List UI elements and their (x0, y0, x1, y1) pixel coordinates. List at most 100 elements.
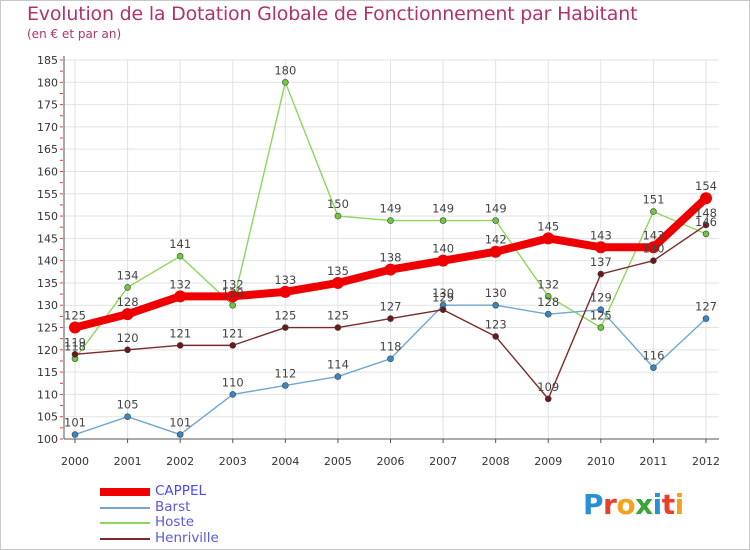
point-hoste-2007 (439, 217, 447, 224)
data-label-barst-2012: 127 (695, 300, 717, 314)
y-tick-label: 180 (37, 76, 58, 89)
y-tick-label: 150 (37, 210, 58, 223)
point-hoste-2010 (597, 324, 605, 331)
data-label-henriville-2000: 119 (64, 335, 86, 349)
point-cappel-2001 (121, 308, 134, 321)
data-label-henriville-2006: 127 (380, 300, 402, 314)
legend-swatch (100, 522, 150, 524)
y-tick-label: 175 (37, 99, 58, 112)
data-label-henriville-2003: 121 (222, 326, 244, 340)
data-label-barst-2010: 129 (590, 291, 612, 305)
y-tick-label: 120 (37, 344, 58, 357)
point-cappel-2011 (647, 241, 660, 254)
data-label-hoste-2000: 118 (64, 340, 86, 354)
data-label-barst-2000: 101 (64, 416, 86, 430)
data-label-cappel-2003: 132 (222, 277, 244, 291)
data-label-hoste-2006: 149 (380, 202, 402, 216)
point-cappel-2004 (279, 285, 292, 298)
data-label-barst-2002: 101 (169, 416, 191, 430)
point-barst-2003 (229, 391, 237, 398)
point-henriville-2010 (597, 270, 605, 278)
chart-subtitle: (en € et par an) (27, 27, 122, 41)
data-label-henriville-2011: 140 (642, 242, 664, 256)
point-barst-2012 (702, 315, 710, 322)
x-tick-label: 2008 (482, 455, 510, 468)
logo-letter: i (674, 488, 685, 521)
point-cappel-2007 (437, 254, 450, 267)
point-hoste-2011 (650, 208, 657, 215)
legend-item-cappel: CAPPEL (100, 484, 300, 500)
point-henriville-2007 (439, 306, 447, 313)
data-label-barst-2003: 110 (222, 375, 244, 389)
logo-letter: i (652, 488, 663, 521)
point-hoste-2012 (702, 230, 710, 238)
point-cappel-2008 (489, 245, 502, 258)
point-henriville-2002 (176, 342, 184, 349)
y-tick-label: 140 (37, 255, 58, 268)
point-henriville-2000 (71, 350, 79, 358)
x-tick-label: 2006 (377, 455, 405, 468)
data-label-henriville-2009: 109 (537, 380, 559, 394)
logo-letter: P (583, 488, 604, 521)
x-tick-label: 2010 (587, 455, 615, 468)
point-henriville-2011 (650, 257, 657, 264)
y-tick-label: 135 (37, 277, 58, 290)
legend-item-barst: Barst (100, 498, 300, 516)
y-tick-label: 105 (37, 411, 58, 424)
point-hoste-2008 (492, 217, 499, 224)
series-group (69, 78, 712, 438)
y-tick-label: 185 (37, 54, 58, 67)
data-label-barst-2008: 130 (485, 286, 507, 300)
point-barst-2010 (597, 306, 605, 313)
point-hoste-2002 (176, 252, 184, 260)
data-label-barst-2007: 130 (432, 286, 454, 300)
data-label-henriville-2002: 121 (169, 326, 191, 340)
axes: 100 105 110 115 120 125 130 135 140 145 150 155 160 1… (37, 54, 720, 468)
point-cappel-2012 (700, 192, 712, 205)
x-tick-label: 2007 (429, 455, 457, 468)
legend-label: Barst (155, 498, 191, 515)
point-henriville-2004 (282, 324, 289, 331)
data-label-cappel-2011: 143 (642, 228, 664, 242)
x-tick-label: 2004 (271, 455, 299, 468)
proxiti-logo: Proxiti (583, 488, 684, 521)
point-hoste-2003 (229, 301, 237, 309)
data-label-hoste-2011: 151 (642, 193, 664, 207)
data-label-hoste-2005: 150 (327, 197, 349, 211)
logo-letter: o (616, 488, 636, 521)
legend-label: CAPPEL (155, 483, 206, 499)
point-barst-2006 (387, 355, 394, 363)
point-cappel-2009 (542, 232, 555, 245)
logo-letter: r (603, 488, 617, 521)
data-label-hoste-2010: 125 (590, 309, 612, 323)
y-tick-label: 115 (37, 366, 58, 379)
data-label-cappel-2005: 135 (327, 264, 349, 278)
data-label-cappel-2012: 154 (695, 179, 717, 193)
data-label-henriville-2008: 123 (485, 317, 507, 331)
data-label-hoste-2003: 130 (222, 286, 244, 300)
logo-letter: x (635, 488, 653, 521)
x-tick-label: 2009 (534, 455, 562, 468)
data-label-barst-2005: 114 (327, 358, 349, 372)
data-label-barst-2011: 116 (642, 349, 664, 363)
data-label-cappel-2010: 143 (590, 228, 612, 242)
point-cappel-2000 (69, 321, 81, 334)
point-hoste-2005 (334, 212, 342, 220)
data-label-cappel-2001: 128 (117, 295, 139, 309)
point-henriville-2008 (492, 333, 499, 340)
point-hoste-2009 (544, 293, 552, 300)
point-barst-2004 (282, 382, 289, 389)
point-henriville-2009 (544, 395, 552, 403)
point-barst-2009 (544, 310, 552, 318)
logo-letter: t (661, 488, 675, 521)
data-label-henriville-2004: 125 (274, 309, 296, 323)
legend-item-henriville: Henriville (100, 529, 300, 547)
legend-label: Henriville (155, 529, 219, 546)
legend-swatch (100, 488, 150, 496)
x-tick-label: 2012 (692, 455, 720, 468)
data-label-henriville-2001: 120 (117, 331, 139, 345)
x-tick-label: 2002 (166, 455, 194, 468)
data-label-cappel-2000: 125 (64, 309, 86, 323)
data-label-cappel-2004: 133 (274, 273, 296, 287)
